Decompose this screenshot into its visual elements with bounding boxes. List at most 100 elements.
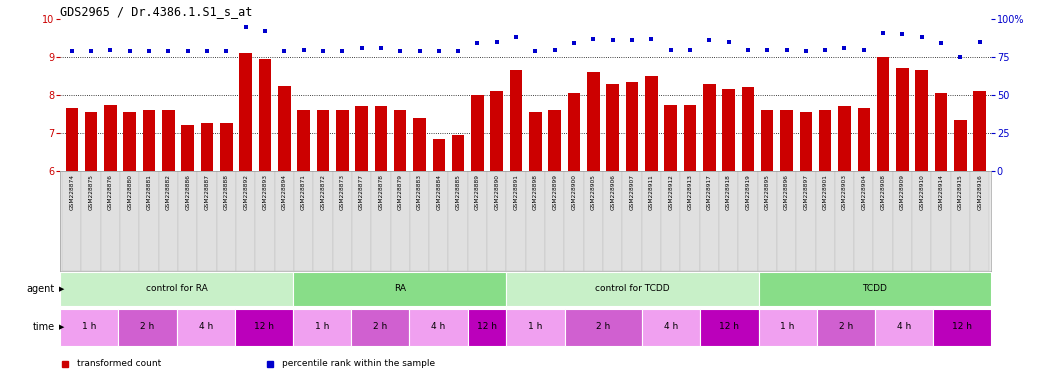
Text: GSM228878: GSM228878 (379, 174, 383, 210)
Text: 4 h: 4 h (198, 322, 213, 331)
Bar (332, 171, 352, 271)
Text: GSM228892: GSM228892 (243, 174, 248, 210)
Bar (355, 106, 367, 171)
Text: GSM228911: GSM228911 (649, 174, 654, 210)
Point (63, 48, 80, 54)
Bar (893, 171, 912, 271)
Bar (118, 309, 176, 346)
Bar (603, 171, 623, 271)
Text: GSM228916: GSM228916 (977, 174, 982, 210)
Bar (738, 171, 758, 271)
Text: 12 h: 12 h (719, 322, 739, 331)
Text: GSM228898: GSM228898 (532, 174, 538, 210)
Text: GSM228886: GSM228886 (185, 174, 190, 210)
Bar (507, 272, 759, 306)
Text: GSM228899: GSM228899 (552, 174, 557, 210)
Text: GSM228884: GSM228884 (436, 174, 441, 210)
Bar (641, 171, 661, 271)
Point (837, 45, 853, 51)
Point (218, 48, 235, 54)
Bar (297, 110, 310, 171)
Bar (60, 272, 293, 306)
Text: TCDD: TCDD (863, 284, 887, 293)
Text: GSM228909: GSM228909 (900, 174, 905, 210)
Text: 4 h: 4 h (897, 322, 911, 331)
Bar (839, 106, 851, 171)
Bar (294, 171, 313, 271)
Bar (700, 171, 719, 271)
Text: GSM228873: GSM228873 (339, 174, 345, 210)
Text: control for TCDD: control for TCDD (595, 284, 670, 293)
Point (933, 40, 950, 46)
Text: GSM228872: GSM228872 (321, 174, 326, 210)
Bar (643, 309, 701, 346)
Bar (645, 76, 658, 171)
Point (566, 40, 582, 46)
Bar (159, 171, 179, 271)
Point (508, 34, 524, 40)
Bar (854, 171, 873, 271)
Text: GSM228876: GSM228876 (108, 174, 113, 210)
Point (913, 34, 930, 40)
Text: GSM228893: GSM228893 (263, 174, 268, 210)
Text: GSM228919: GSM228919 (745, 174, 750, 210)
Bar (680, 171, 700, 271)
Text: 2 h: 2 h (140, 322, 155, 331)
Text: GSM228914: GSM228914 (938, 174, 944, 210)
Bar (336, 110, 349, 171)
Bar (278, 86, 291, 171)
Text: control for RA: control for RA (145, 284, 208, 293)
Bar (664, 104, 677, 171)
Bar (101, 171, 120, 271)
Bar (875, 309, 933, 346)
Bar (971, 171, 989, 271)
Point (160, 48, 176, 54)
Text: GSM228871: GSM228871 (301, 174, 306, 210)
Text: 12 h: 12 h (476, 322, 497, 331)
Text: GSM228885: GSM228885 (456, 174, 461, 210)
Bar (258, 59, 271, 171)
Point (102, 46, 118, 53)
Bar (65, 108, 78, 171)
Bar (703, 84, 715, 171)
Text: agent: agent (27, 284, 55, 294)
Text: GSM228875: GSM228875 (88, 174, 93, 210)
Point (875, 30, 892, 36)
Bar (375, 106, 387, 171)
Bar (568, 93, 580, 171)
Bar (182, 126, 194, 171)
Text: GSM228918: GSM228918 (726, 174, 731, 210)
Bar (912, 171, 931, 271)
Bar (240, 53, 252, 171)
Text: GSM228913: GSM228913 (687, 174, 692, 210)
Point (121, 48, 138, 54)
Text: GSM228887: GSM228887 (204, 174, 210, 210)
Bar (448, 171, 468, 271)
Bar (796, 171, 816, 271)
Point (353, 45, 370, 51)
Text: GSM228900: GSM228900 (572, 174, 576, 210)
Text: ▶: ▶ (59, 324, 64, 330)
Bar (722, 89, 735, 171)
Bar (409, 309, 467, 346)
Bar (507, 309, 565, 346)
Point (315, 48, 331, 54)
Bar (317, 110, 329, 171)
Point (431, 48, 447, 54)
Bar (433, 139, 445, 171)
Point (701, 37, 717, 43)
Point (256, 28, 273, 35)
Point (662, 46, 679, 53)
Bar (413, 118, 426, 171)
Point (295, 46, 311, 53)
Point (180, 48, 196, 54)
Bar (758, 171, 776, 271)
Bar (565, 309, 643, 346)
Bar (781, 110, 793, 171)
Text: GSM228883: GSM228883 (417, 174, 422, 210)
Bar (275, 171, 294, 271)
Text: GSM228907: GSM228907 (629, 174, 634, 210)
Bar (85, 112, 98, 171)
Text: GSM228890: GSM228890 (494, 174, 499, 210)
Bar (623, 171, 641, 271)
